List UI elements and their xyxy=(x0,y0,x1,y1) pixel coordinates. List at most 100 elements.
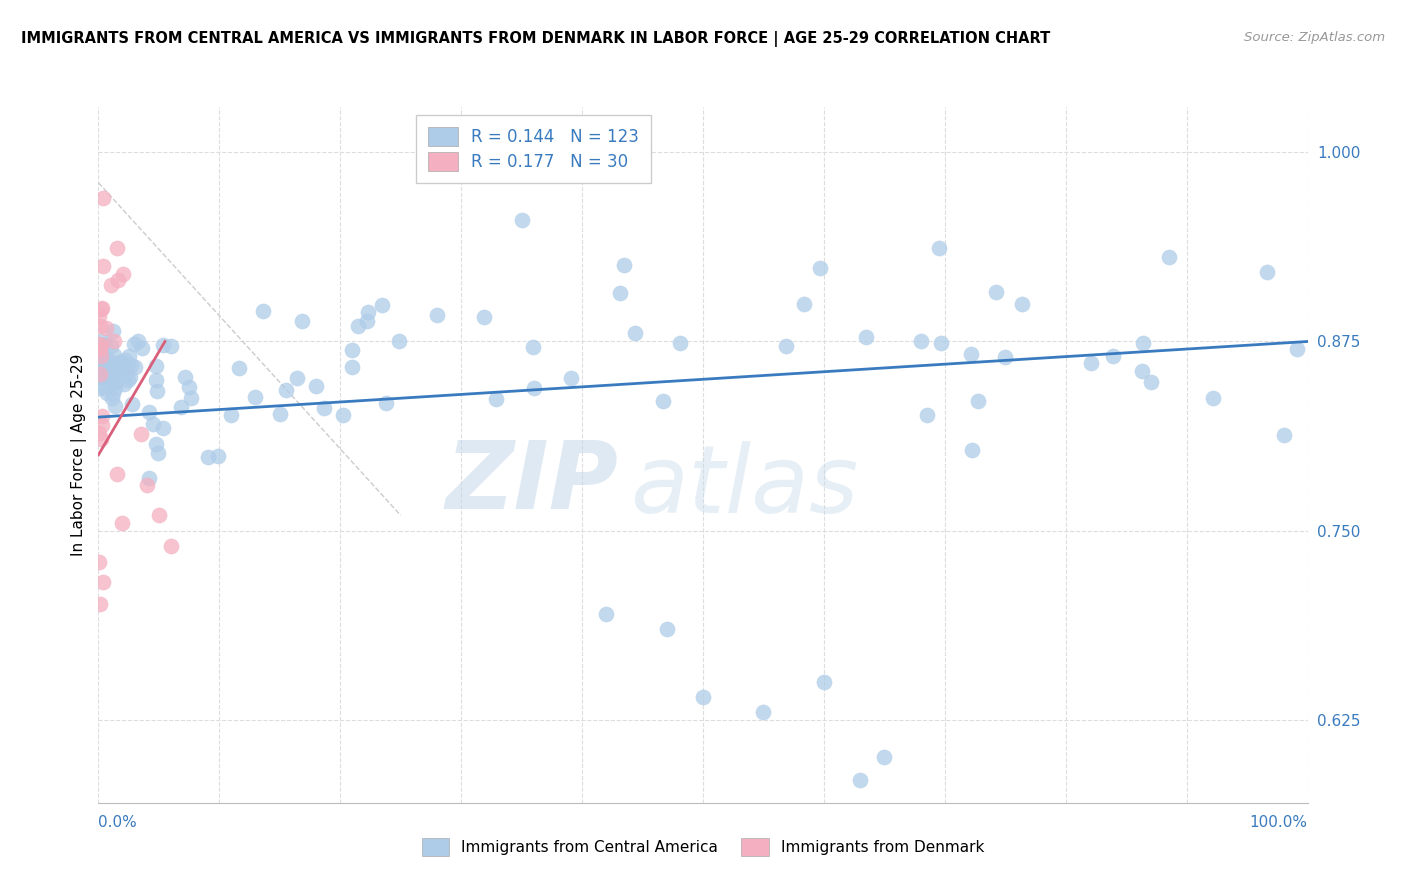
Point xyxy=(285,371,308,385)
Point xyxy=(197,450,219,465)
Point xyxy=(960,442,983,457)
Point xyxy=(917,408,939,422)
Point xyxy=(1102,349,1125,363)
Point xyxy=(90,349,112,363)
Point xyxy=(90,433,112,447)
Point xyxy=(145,359,167,373)
Text: ZIP: ZIP xyxy=(446,437,619,529)
Point xyxy=(219,408,242,422)
Point xyxy=(114,352,136,367)
Point xyxy=(97,366,120,380)
Point xyxy=(170,400,193,414)
Point xyxy=(115,359,138,374)
Point xyxy=(374,396,396,410)
Point xyxy=(115,367,138,381)
Point xyxy=(346,318,368,333)
Point xyxy=(111,267,134,281)
Point xyxy=(173,369,195,384)
Text: Source: ZipAtlas.com: Source: ZipAtlas.com xyxy=(1244,31,1385,45)
Point xyxy=(103,334,125,348)
Point xyxy=(120,358,142,372)
Point xyxy=(245,390,267,404)
Point xyxy=(93,370,115,384)
Point xyxy=(138,471,160,485)
Point xyxy=(1080,356,1102,370)
Point xyxy=(510,213,533,227)
Point xyxy=(91,259,114,273)
Point xyxy=(994,350,1017,364)
Point xyxy=(177,379,200,393)
Legend: Immigrants from Central America, Immigrants from Denmark: Immigrants from Central America, Immigra… xyxy=(412,829,994,864)
Point xyxy=(1140,375,1163,389)
Text: 0.0%: 0.0% xyxy=(98,815,138,830)
Point xyxy=(110,516,132,530)
Point xyxy=(104,400,127,414)
Point xyxy=(340,360,363,375)
Point xyxy=(89,597,111,611)
Point xyxy=(1132,335,1154,350)
Point xyxy=(135,478,157,492)
Point xyxy=(668,336,690,351)
Point xyxy=(472,310,495,325)
Point xyxy=(91,574,114,589)
Point xyxy=(1272,428,1295,442)
Point xyxy=(107,368,129,383)
Point xyxy=(276,383,298,397)
Point xyxy=(813,674,835,689)
Point xyxy=(89,381,111,395)
Point xyxy=(108,355,131,369)
Point xyxy=(148,508,170,523)
Point xyxy=(523,381,546,395)
Point xyxy=(356,314,378,328)
Point xyxy=(87,369,110,384)
Point xyxy=(849,773,872,788)
Point xyxy=(100,358,122,372)
Point xyxy=(105,467,128,482)
Point xyxy=(105,356,128,370)
Point xyxy=(101,367,124,381)
Point xyxy=(90,351,112,366)
Point xyxy=(595,607,617,621)
Point xyxy=(152,421,174,435)
Point xyxy=(652,394,675,409)
Point xyxy=(873,750,896,764)
Point xyxy=(89,555,111,569)
Point xyxy=(1157,250,1180,264)
Point xyxy=(752,705,775,719)
Point xyxy=(103,376,125,390)
Point xyxy=(90,338,112,352)
Point xyxy=(613,258,636,272)
Point xyxy=(90,301,112,316)
Point xyxy=(312,401,335,415)
Point xyxy=(96,352,118,367)
Point xyxy=(929,335,952,350)
Point xyxy=(105,241,128,255)
Point xyxy=(110,363,132,377)
Point xyxy=(105,370,128,384)
Point xyxy=(984,285,1007,300)
Point xyxy=(118,349,141,363)
Point xyxy=(107,273,129,287)
Point xyxy=(94,371,117,385)
Point xyxy=(100,371,122,385)
Point xyxy=(101,386,124,401)
Point xyxy=(124,360,146,375)
Point xyxy=(94,337,117,351)
Point xyxy=(180,391,202,405)
Point xyxy=(89,318,111,333)
Point xyxy=(101,365,124,379)
Point xyxy=(960,347,983,361)
Point xyxy=(138,405,160,419)
Point xyxy=(104,382,127,396)
Point xyxy=(624,326,647,340)
Point xyxy=(609,285,631,300)
Point xyxy=(560,371,582,385)
Point xyxy=(91,191,114,205)
Point xyxy=(1286,342,1309,356)
Point xyxy=(122,337,145,351)
Point xyxy=(87,309,110,323)
Point xyxy=(371,298,394,312)
Point xyxy=(967,394,990,409)
Point xyxy=(96,352,118,367)
Point xyxy=(145,436,167,450)
